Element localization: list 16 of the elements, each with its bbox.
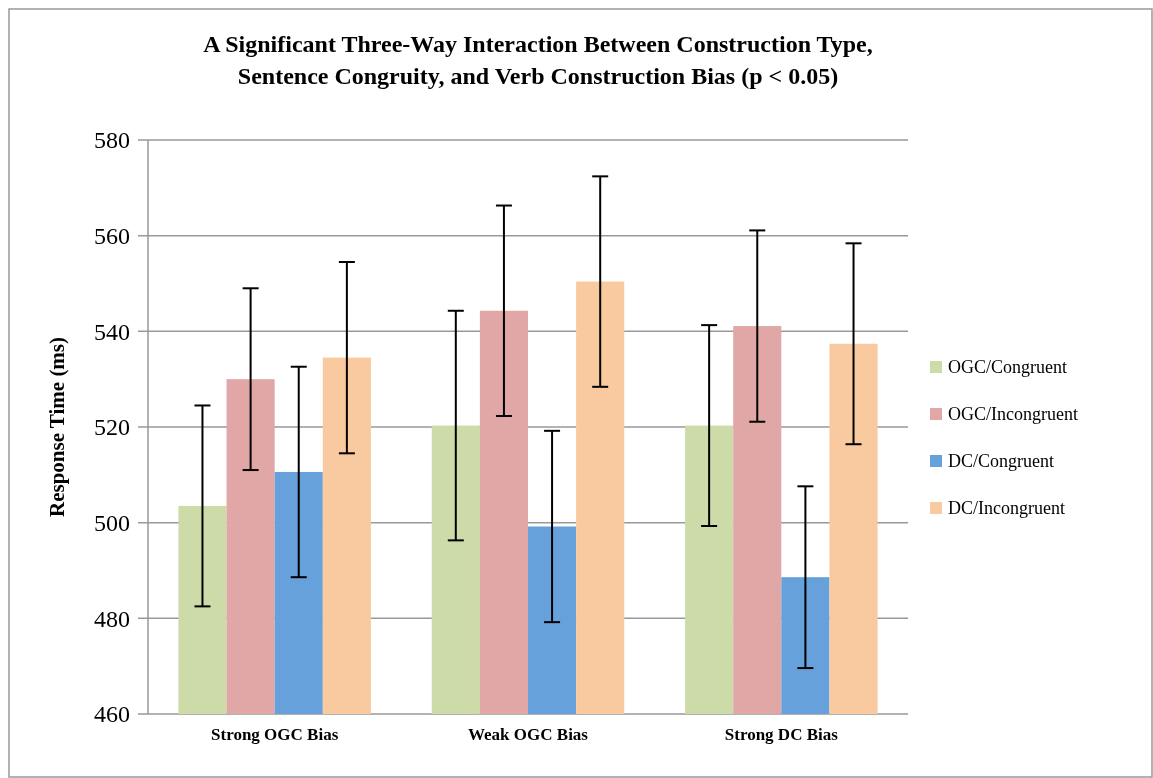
chart-title: A Significant Three-Way Interaction Between Construction Type, Sentence Congruity, and Verb Construction Bias (p < 0.05)	[203, 31, 873, 89]
legend-label: OGC/Congruent	[948, 357, 1067, 378]
y-tick-label: 580	[94, 127, 130, 154]
x-tick-label: Weak OGC Bias	[468, 725, 589, 744]
x-tick-label: Strong OGC Bias	[211, 725, 339, 744]
y-tick-label: 540	[94, 318, 130, 345]
y-tick-label: 520	[94, 414, 130, 441]
y-axis-title: Response Time (ms)	[45, 336, 69, 518]
legend-label: OGC/Incongruent	[948, 404, 1078, 425]
x-tick-label: Strong DC Bias	[724, 725, 839, 744]
legend-label: DC/Incongruent	[948, 498, 1065, 519]
y-tick-label: 480	[94, 605, 130, 632]
y-tick-label: 500	[94, 510, 130, 537]
y-tick-label: 560	[94, 223, 130, 250]
y-tick-label: 460	[94, 701, 130, 728]
legend-label: DC/Congruent	[948, 451, 1054, 472]
